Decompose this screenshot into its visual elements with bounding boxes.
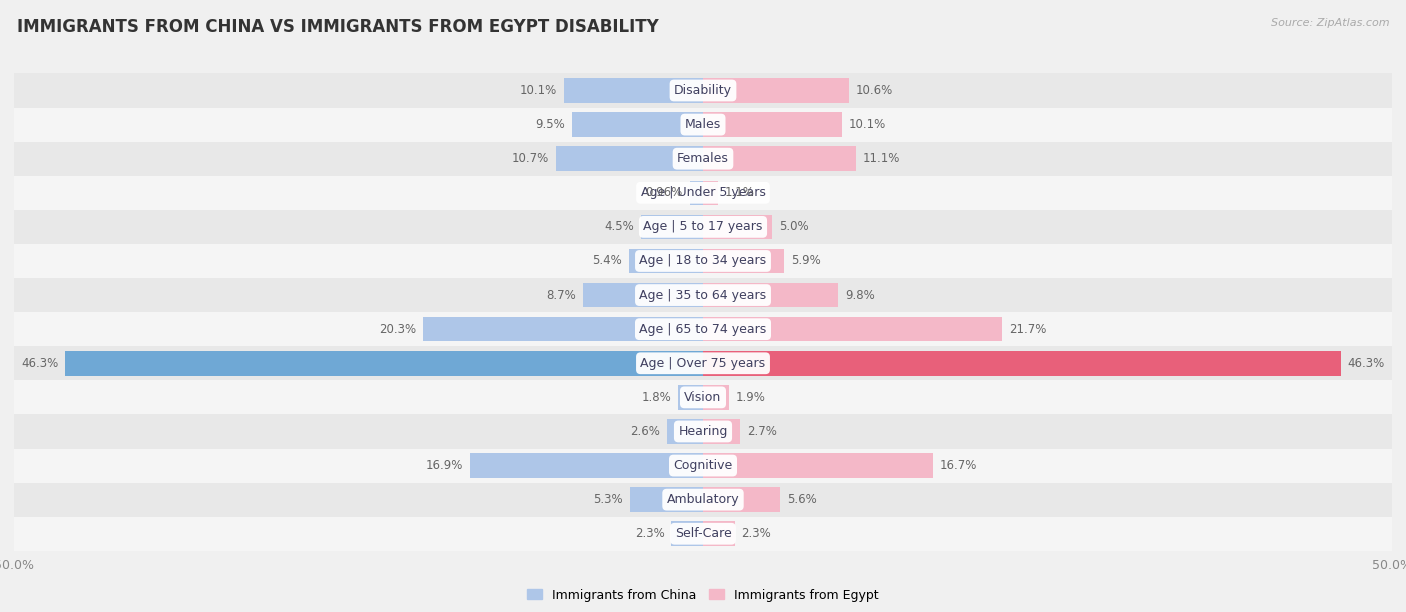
Text: 2.3%: 2.3% <box>741 528 772 540</box>
Bar <box>703 78 849 103</box>
Text: 2.3%: 2.3% <box>634 528 665 540</box>
Bar <box>703 419 740 444</box>
Text: 46.3%: 46.3% <box>1348 357 1385 370</box>
Text: IMMIGRANTS FROM CHINA VS IMMIGRANTS FROM EGYPT DISABILITY: IMMIGRANTS FROM CHINA VS IMMIGRANTS FROM… <box>17 18 658 36</box>
Bar <box>14 210 1392 244</box>
Bar <box>14 108 1392 141</box>
Bar <box>703 181 718 205</box>
Text: Age | 5 to 17 years: Age | 5 to 17 years <box>644 220 762 233</box>
Bar <box>14 380 1392 414</box>
Text: 4.5%: 4.5% <box>605 220 634 233</box>
Bar <box>14 517 1392 551</box>
Bar <box>690 181 703 205</box>
Bar <box>703 351 1341 376</box>
Text: Vision: Vision <box>685 391 721 404</box>
Bar <box>668 419 703 444</box>
Text: Age | 65 to 74 years: Age | 65 to 74 years <box>640 323 766 335</box>
Bar <box>703 248 785 273</box>
Text: Age | Over 75 years: Age | Over 75 years <box>641 357 765 370</box>
Bar <box>14 244 1392 278</box>
Text: 20.3%: 20.3% <box>380 323 416 335</box>
Text: 5.9%: 5.9% <box>792 255 821 267</box>
Text: 21.7%: 21.7% <box>1010 323 1046 335</box>
Bar <box>14 483 1392 517</box>
Bar <box>703 385 730 409</box>
Text: 11.1%: 11.1% <box>863 152 900 165</box>
Bar <box>703 113 842 137</box>
Text: 16.9%: 16.9% <box>426 459 463 472</box>
Text: 1.9%: 1.9% <box>737 391 766 404</box>
Bar <box>14 346 1392 380</box>
Text: 16.7%: 16.7% <box>941 459 977 472</box>
Bar <box>703 521 735 546</box>
Text: 10.6%: 10.6% <box>856 84 893 97</box>
Text: 5.6%: 5.6% <box>787 493 817 506</box>
Text: 5.4%: 5.4% <box>592 255 621 267</box>
Text: 1.8%: 1.8% <box>641 391 671 404</box>
Text: Males: Males <box>685 118 721 131</box>
Text: Females: Females <box>678 152 728 165</box>
Bar <box>703 215 772 239</box>
Bar <box>671 521 703 546</box>
Text: 2.6%: 2.6% <box>630 425 661 438</box>
Bar <box>583 283 703 307</box>
Bar <box>564 78 703 103</box>
Text: 46.3%: 46.3% <box>21 357 58 370</box>
Text: Self-Care: Self-Care <box>675 528 731 540</box>
Text: Disability: Disability <box>673 84 733 97</box>
Text: Age | 35 to 64 years: Age | 35 to 64 years <box>640 289 766 302</box>
Text: Ambulatory: Ambulatory <box>666 493 740 506</box>
Text: 0.96%: 0.96% <box>645 186 683 200</box>
Bar <box>641 215 703 239</box>
Bar <box>678 385 703 409</box>
Bar <box>14 141 1392 176</box>
Bar <box>14 414 1392 449</box>
Text: 9.8%: 9.8% <box>845 289 875 302</box>
Text: 10.7%: 10.7% <box>512 152 548 165</box>
Text: 5.3%: 5.3% <box>593 493 623 506</box>
Bar <box>14 73 1392 108</box>
Bar <box>65 351 703 376</box>
Bar <box>555 146 703 171</box>
Bar <box>703 146 856 171</box>
Bar <box>703 487 780 512</box>
Text: 10.1%: 10.1% <box>520 84 557 97</box>
Text: Age | 18 to 34 years: Age | 18 to 34 years <box>640 255 766 267</box>
Text: Cognitive: Cognitive <box>673 459 733 472</box>
Legend: Immigrants from China, Immigrants from Egypt: Immigrants from China, Immigrants from E… <box>522 584 884 606</box>
Bar <box>14 312 1392 346</box>
Bar <box>470 453 703 478</box>
Text: 8.7%: 8.7% <box>547 289 576 302</box>
Text: 2.7%: 2.7% <box>747 425 778 438</box>
Bar <box>14 449 1392 483</box>
Text: 9.5%: 9.5% <box>536 118 565 131</box>
Text: 1.1%: 1.1% <box>725 186 755 200</box>
Text: Source: ZipAtlas.com: Source: ZipAtlas.com <box>1271 18 1389 28</box>
Bar <box>630 487 703 512</box>
Text: 5.0%: 5.0% <box>779 220 808 233</box>
Bar <box>703 453 934 478</box>
Bar <box>703 283 838 307</box>
Bar <box>14 278 1392 312</box>
Bar <box>628 248 703 273</box>
Text: Hearing: Hearing <box>678 425 728 438</box>
Text: 10.1%: 10.1% <box>849 118 886 131</box>
Bar <box>572 113 703 137</box>
Text: Age | Under 5 years: Age | Under 5 years <box>641 186 765 200</box>
Bar <box>423 317 703 341</box>
Bar <box>14 176 1392 210</box>
Bar <box>703 317 1002 341</box>
